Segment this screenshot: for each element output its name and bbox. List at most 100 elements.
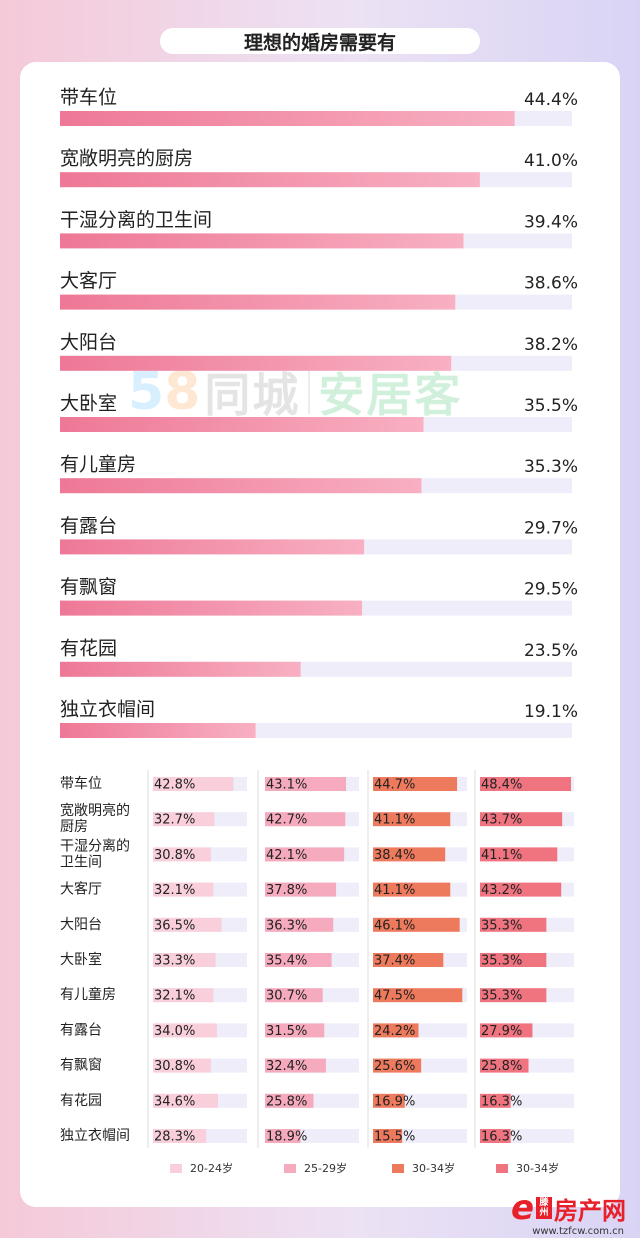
category-label: 宽敞明亮的 [60,802,130,819]
bar [60,111,515,126]
bar [265,1129,301,1143]
bar [60,355,452,371]
value-label: 48.4% [481,778,522,793]
bar [265,777,347,791]
value-label: 27.9% [481,1024,522,1039]
bar [373,1023,419,1038]
bar [265,1093,314,1108]
value-label: 44.7% [374,778,415,793]
value-label: 34.6% [154,1094,195,1109]
value-label: 35.4% [266,954,307,969]
bar [153,1023,217,1038]
bar [60,661,301,677]
value-label: 41.1% [374,883,415,898]
value-label: 16.3% [481,1130,522,1145]
value-label: 30.8% [154,848,195,863]
bar [373,1093,405,1108]
category-label: 大阳台 [60,331,117,353]
value-label: 34.0% [154,1024,195,1039]
bar [480,1093,511,1108]
bar [153,953,216,967]
bar [153,917,222,932]
value-label: 42.8% [154,778,195,793]
bar [480,1058,529,1073]
bar [373,1058,422,1073]
value-label: 25.8% [266,1094,307,1109]
bar [153,882,214,897]
bar [480,1023,533,1038]
category-label: 有花园 [60,637,117,659]
chart-card [20,62,620,1207]
chart-title: 理想的婚房需要有 [160,28,480,54]
bar [60,723,256,738]
value-label: 43.1% [266,778,307,793]
category-label: 厨房 [60,819,88,835]
bar [153,812,215,827]
value-label: 30.8% [154,1059,195,1074]
bar [480,953,547,967]
bar [153,1058,211,1073]
site-logo: e 滕州 房产网 www.tzfcw.com.cn [510,1188,626,1237]
value-label: 31.5% [266,1024,307,1039]
category-label: 带车位 [60,775,102,792]
value-label: 32.4% [266,1059,307,1074]
bar [373,953,444,967]
category-label: 大卧室 [60,393,117,415]
category-label: 有露台 [60,1022,102,1038]
value-label: 41.1% [374,813,415,828]
bar [153,1093,219,1108]
bar [153,988,214,1003]
category-label: 独立衣帽间 [60,1128,130,1144]
bar [480,917,547,932]
legend-label: 30-34岁 [412,1162,455,1175]
bar [153,777,234,791]
category-label: 大阳台 [60,917,102,933]
value-label: 43.2% [481,883,522,898]
value-label: 46.1% [374,918,415,933]
value-label: 38.6% [524,274,578,294]
legend-swatch [284,1163,296,1173]
value-label: 39.4% [524,212,578,232]
bar [265,882,337,897]
category-label: 干湿分离的 [60,837,130,854]
value-label: 38.4% [374,848,415,863]
bar [265,988,323,1003]
bar [480,988,547,1003]
bar [373,812,451,827]
value-label: 44.4% [524,90,578,110]
value-label: 32.1% [154,883,195,898]
category-label: 有儿童房 [60,986,116,1003]
value-label: 41.0% [524,151,578,171]
bar [153,847,211,862]
value-label: 29.5% [524,580,578,600]
legend-item: 30-34岁 [392,1160,455,1176]
category-label: 干湿分离的卫生间 [60,209,212,231]
value-label: 43.7% [481,813,522,828]
bar [373,882,451,897]
bar [373,988,463,1003]
bar [373,1129,403,1143]
value-label: 42.1% [266,848,307,863]
legend-label: 30-34岁 [516,1162,559,1175]
legend-label: 20-24岁 [190,1162,233,1175]
category-label: 带车位 [60,87,117,109]
value-label: 28.3% [154,1130,195,1145]
bar [480,1129,511,1143]
category-label: 宽敞明亮的厨房 [60,148,193,170]
category-label: 有露台 [60,515,117,537]
bar [60,600,363,616]
value-label: 25.8% [481,1059,522,1074]
bar [265,953,332,967]
bar [265,1023,325,1038]
overall-bar-chart: 带车位 44.4% 宽敞明亮的厨房 41.0% 干湿分离的卫生间 39.4% 大客厅 38.6… [60,87,578,738]
bar [373,847,446,862]
category-label: 大客厅 [60,881,102,898]
value-label: 24.2% [374,1024,415,1039]
value-label: 32.1% [154,989,195,1004]
value-label: 37.4% [374,954,415,969]
bar [265,812,346,827]
bar [480,812,563,827]
bar [60,294,456,310]
value-label: 35.3% [481,954,522,969]
value-label: 41.1% [481,848,522,863]
